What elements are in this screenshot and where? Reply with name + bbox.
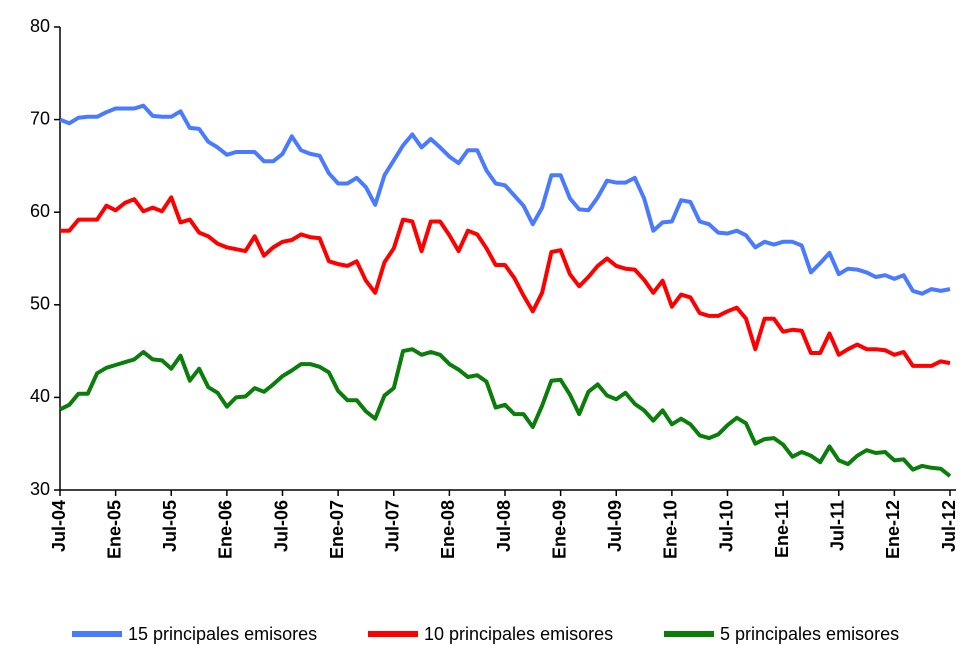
series-line [60, 195, 951, 368]
x-tick-label: Jul-06 [271, 500, 291, 552]
x-tick-label: Jul-10 [716, 500, 736, 552]
x-tick-label: Jul-04 [49, 500, 69, 552]
series-line [59, 103, 951, 296]
y-tick-label: 80 [30, 16, 50, 36]
x-tick-label: Ene-09 [549, 500, 569, 559]
y-tick-label: 30 [30, 479, 50, 499]
x-tick-label: Jul-09 [605, 500, 625, 552]
x-tick-label: Ene-05 [104, 500, 124, 559]
x-tick-label: Ene-12 [883, 500, 903, 559]
legend-label: 5 principales emisores [720, 624, 899, 644]
y-tick-label: 40 [30, 386, 50, 406]
x-tick-label: Jul-11 [828, 500, 848, 551]
series-line [59, 347, 952, 478]
x-tick-label: Jul-08 [494, 500, 514, 552]
x-tick-label: Ene-10 [661, 500, 681, 559]
legend-label: 15 principales emisores [128, 624, 317, 644]
legend-label: 10 principales emisores [424, 624, 613, 644]
x-tick-label: Jul-05 [160, 500, 180, 552]
x-tick-label: Ene-11 [772, 500, 792, 558]
x-tick-label: Ene-07 [327, 500, 347, 559]
y-tick-label: 70 [30, 108, 50, 128]
x-tick-label: Ene-06 [216, 500, 236, 559]
x-tick-label: Ene-08 [438, 500, 458, 559]
y-tick-label: 60 [30, 201, 50, 221]
y-tick-label: 50 [30, 294, 50, 314]
x-tick-label: Jul-07 [383, 500, 403, 552]
x-tick-label: Jul-12 [939, 500, 959, 552]
